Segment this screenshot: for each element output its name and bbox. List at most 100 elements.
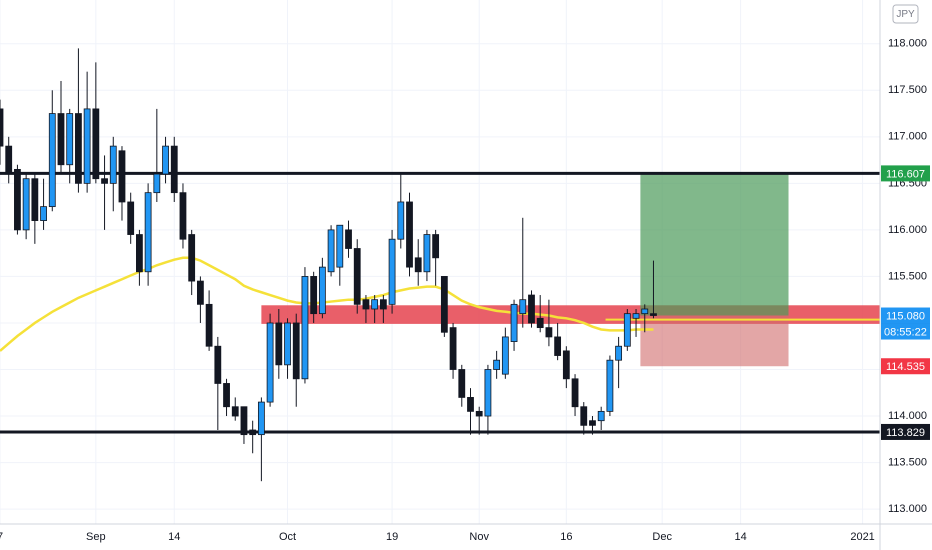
candle-body (632, 313, 640, 319)
candle-body (510, 303, 518, 342)
candle-body (83, 108, 91, 184)
candle-body (571, 378, 579, 408)
y-tick-label: 113.500 (888, 456, 927, 468)
x-tick-label: Sep (86, 531, 106, 543)
candle-body (388, 238, 396, 305)
candle-body (196, 280, 204, 305)
candle-body (136, 234, 143, 273)
candle-body (240, 406, 248, 436)
candle-body (205, 303, 213, 347)
candle-body (615, 345, 623, 361)
candle-body (249, 429, 257, 436)
candle-body (371, 299, 379, 310)
candle-body (301, 276, 309, 380)
x-tick-label: 14 (168, 531, 180, 543)
candle-body (623, 313, 631, 347)
candle-body (493, 359, 501, 370)
candle-body (345, 229, 352, 249)
x-tick-label: 14 (734, 531, 746, 543)
candle-body (545, 327, 553, 338)
candle-body (188, 234, 196, 282)
candle-body (580, 406, 588, 426)
candle-body (5, 145, 13, 175)
candle-body (440, 276, 448, 333)
candle-body (519, 299, 527, 315)
candle-body (536, 317, 544, 329)
price-label-bg (881, 358, 930, 375)
candle-body (318, 266, 326, 315)
candle-body (48, 113, 56, 208)
candle-body (397, 201, 405, 240)
candle-body (641, 308, 649, 315)
currency: JPY (896, 9, 915, 20)
candle-body (162, 145, 169, 175)
candle-body (14, 168, 21, 231)
x-tick-label: 7 (0, 531, 3, 543)
y-tick-label: 114.000 (888, 410, 927, 422)
loss-box (640, 315, 789, 367)
candle-body (66, 113, 74, 166)
candle-body (118, 150, 126, 203)
candle-body (257, 401, 265, 436)
price-label: 115.080 (886, 310, 925, 322)
candle-body (449, 327, 457, 370)
candle-body (362, 299, 370, 310)
candle-body (153, 173, 161, 194)
candle-body (223, 383, 230, 408)
candle-body (650, 313, 657, 316)
x-tick-label: Oct (279, 531, 296, 543)
candle-body (528, 294, 535, 324)
y-tick-label: 117.000 (888, 131, 927, 143)
candle-body (266, 322, 274, 403)
price-label: 113.829 (886, 427, 925, 439)
candle-body (589, 420, 596, 426)
candle-body (231, 406, 239, 417)
countdown-bg (881, 323, 930, 340)
candle-body (292, 322, 300, 380)
y-tick-label: 113.000 (888, 503, 927, 515)
candle-body (109, 145, 117, 184)
candle-body (423, 234, 431, 273)
candle-body (170, 145, 178, 194)
candle-body (562, 350, 570, 380)
candle-body (144, 192, 152, 273)
candle-body (606, 359, 614, 412)
y-tick-label: 118.000 (888, 38, 927, 50)
candle-body (406, 201, 413, 268)
candle-body (40, 206, 47, 221)
x-tick-label: 19 (386, 531, 398, 543)
candle-body (214, 345, 222, 384)
price-label: 116.607 (886, 168, 925, 180)
candle-body (57, 113, 65, 166)
candle-body (379, 299, 387, 310)
price-label-bg (881, 165, 930, 182)
y-tick-label: 116.000 (888, 224, 927, 236)
candle-body (414, 257, 422, 273)
candle-body (284, 322, 291, 366)
candle-body (475, 410, 483, 417)
candle-body (467, 397, 474, 412)
x-tick-label: Nov (469, 531, 489, 543)
candle-body (101, 178, 108, 184)
candle-body (127, 201, 135, 235)
candle-body (275, 322, 283, 366)
x-tick-label: 2021 (850, 531, 874, 543)
candle-body (327, 229, 335, 273)
candle-body (92, 108, 100, 180)
candle-body (484, 369, 492, 417)
y-tick-label: 117.500 (888, 84, 927, 96)
candle-body (432, 234, 440, 259)
candle-body (353, 248, 361, 305)
candle-body (22, 178, 30, 231)
candle-body (0, 108, 4, 147)
candle-body (554, 336, 562, 356)
candle-body (597, 410, 605, 422)
price-label-bg (881, 307, 930, 324)
price-label: 114.535 (886, 361, 925, 373)
profit-box (640, 173, 789, 316)
candle-body (179, 192, 187, 240)
x-tick-label: 16 (560, 531, 572, 543)
candle-body (75, 113, 82, 184)
candle-body (458, 369, 466, 398)
